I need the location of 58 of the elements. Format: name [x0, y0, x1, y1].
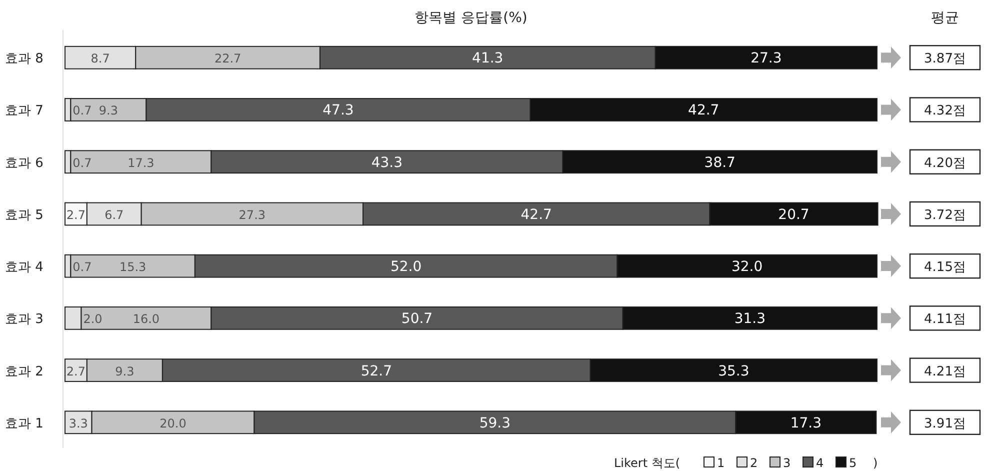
data-label: 17.3	[128, 156, 154, 170]
text: 3.87점	[924, 52, 966, 67]
data-label: 17.3	[790, 415, 822, 432]
y-tick-label: 효과 3	[5, 312, 44, 328]
data-label: 59.3	[479, 415, 511, 432]
data-label: 0.7	[72, 104, 92, 118]
data-label: 50.7	[401, 311, 433, 328]
data-label: 42.7	[688, 102, 720, 119]
data-label: 52.7	[360, 363, 392, 380]
data-label: 35.3	[718, 363, 750, 380]
data-label: 20.0	[160, 416, 186, 430]
text: 평균	[931, 10, 959, 26]
y-tick-label: 효과 5	[5, 208, 44, 223]
legend-title: Likert 척도(	[614, 456, 680, 470]
text: 4.15점	[924, 260, 966, 276]
data-label: 52.0	[390, 259, 422, 276]
data-label: 27.3	[238, 208, 266, 222]
y-tick-label: 효과 2	[5, 364, 44, 380]
data-label: 22.7	[214, 52, 242, 66]
text: 4.11점	[924, 312, 966, 328]
data-label: 2.0	[83, 312, 102, 326]
data-label: 15.3	[119, 260, 146, 274]
y-tick-label: 효과 8	[5, 52, 44, 67]
text: )	[873, 456, 878, 470]
legend-label: 2	[750, 456, 758, 470]
data-label: 16.0	[132, 312, 160, 326]
data-label: 0.7	[72, 260, 92, 274]
y-tick-label: 효과 4	[5, 260, 44, 276]
data-label: 20.7	[778, 206, 810, 223]
data-label: 27.3	[750, 50, 782, 67]
legend-label: 3	[783, 456, 791, 470]
legend-label: 1	[717, 456, 725, 470]
text: 4.20점	[924, 156, 966, 171]
text: 3.91점	[924, 416, 966, 432]
data-label: 32.0	[731, 259, 763, 276]
data-label: 6.7	[104, 208, 124, 222]
data-label: 47.3	[322, 102, 354, 119]
text: 3.72점	[924, 208, 966, 223]
y-tick-label: 효과 1	[5, 416, 44, 432]
legend-label: 4	[816, 456, 824, 470]
data-label: 31.3	[734, 311, 766, 328]
data-label: 9.3	[98, 104, 118, 118]
data-label: 42.7	[520, 206, 552, 223]
text: 4.21점	[924, 364, 966, 380]
y-tick-label: 효과 6	[5, 156, 44, 171]
data-label: 43.3	[371, 154, 403, 171]
data-label: 9.3	[115, 364, 134, 378]
data-label: 2.7	[66, 364, 86, 378]
text: 4.32점	[924, 104, 966, 119]
data-label: 0.7	[72, 156, 92, 170]
data-label: 41.3	[472, 50, 504, 67]
data-label: 8.7	[90, 52, 110, 66]
data-label: 3.3	[68, 416, 88, 430]
y-tick-label: 효과 7	[5, 104, 44, 119]
data-label: 2.7	[66, 208, 86, 222]
chart-title: 항목별 응답률(%)	[414, 10, 528, 26]
data-label: 38.7	[704, 154, 736, 171]
legend-label: 5	[849, 456, 857, 470]
